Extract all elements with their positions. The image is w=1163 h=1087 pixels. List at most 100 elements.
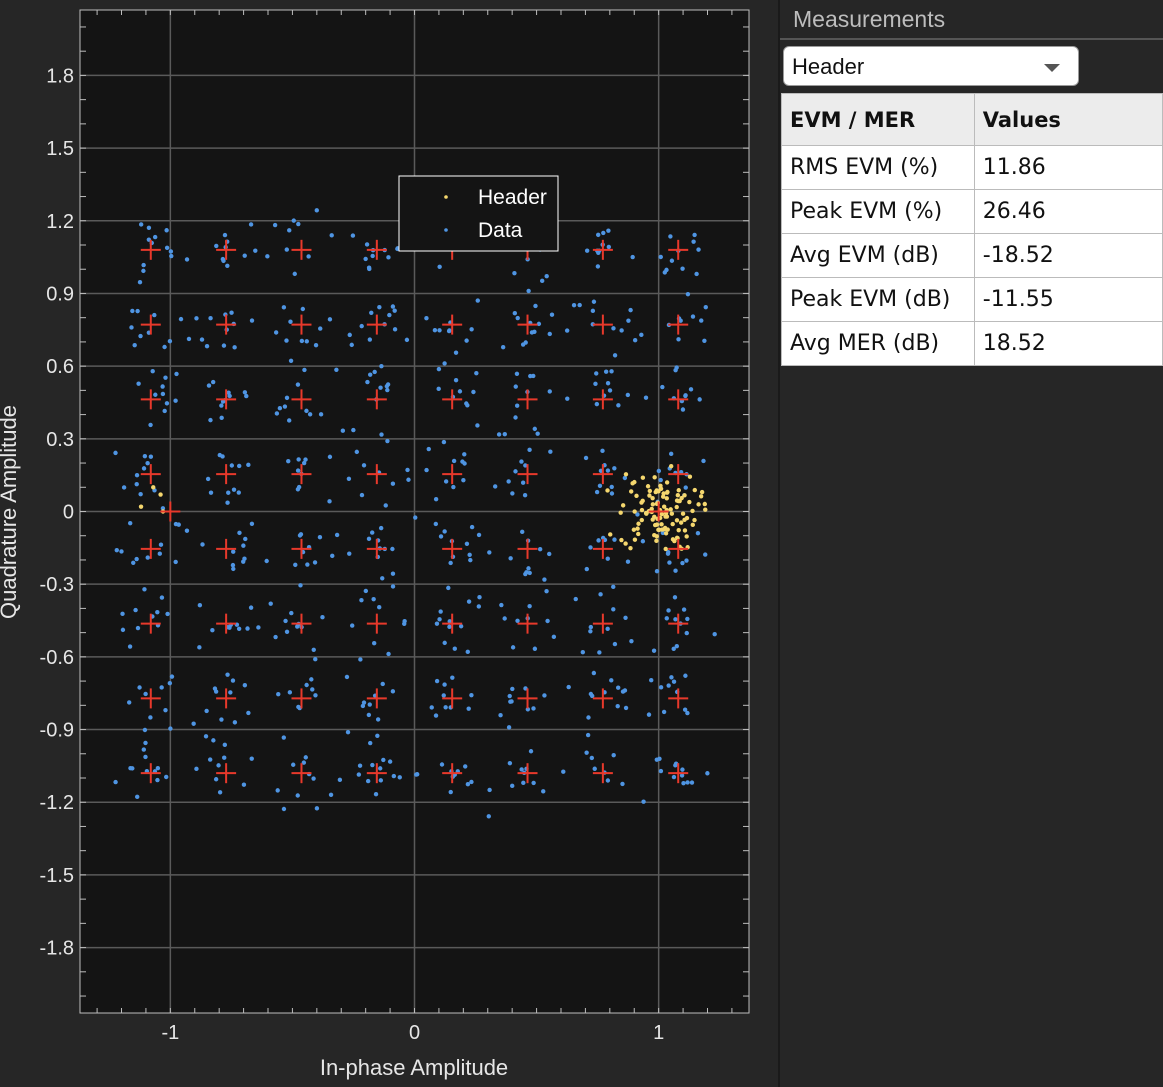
data-point bbox=[406, 477, 411, 482]
data-point bbox=[230, 678, 236, 683]
data-point bbox=[354, 449, 360, 455]
data-point bbox=[447, 624, 452, 629]
data-point bbox=[228, 690, 233, 695]
data-point bbox=[138, 222, 144, 227]
data-point bbox=[668, 451, 674, 457]
header-point bbox=[663, 546, 668, 552]
data-point bbox=[547, 551, 552, 557]
reference-marker bbox=[216, 464, 237, 485]
data-point bbox=[213, 689, 219, 694]
data-point bbox=[194, 316, 199, 321]
header-point bbox=[158, 492, 163, 497]
data-point bbox=[150, 368, 155, 374]
legend-box bbox=[398, 175, 559, 252]
data-point bbox=[366, 712, 372, 718]
data-point bbox=[368, 372, 373, 377]
header-point bbox=[654, 534, 660, 539]
data-point bbox=[520, 529, 525, 535]
data-point bbox=[519, 767, 524, 772]
data-point bbox=[345, 729, 351, 735]
reference-marker bbox=[517, 314, 538, 335]
data-point bbox=[547, 331, 552, 337]
data-point bbox=[310, 687, 315, 692]
legend[interactable]: Header Data bbox=[398, 175, 559, 252]
data-point bbox=[268, 601, 273, 606]
reference-marker bbox=[140, 314, 161, 335]
data-point bbox=[307, 412, 313, 417]
header-point bbox=[659, 522, 664, 527]
data-point bbox=[654, 569, 660, 574]
data-point bbox=[160, 391, 166, 397]
reference-constellation bbox=[140, 239, 689, 784]
data-point bbox=[681, 607, 687, 612]
header-point bbox=[608, 532, 613, 537]
data-point bbox=[304, 682, 309, 688]
data-point bbox=[390, 571, 396, 576]
column-header-evm-mer[interactable]: EVM / MER bbox=[781, 93, 975, 146]
data-point bbox=[217, 790, 223, 795]
constellation-plot: -1 0 1 1.8 1.5 1.2 0.9 0.6 0.3 0 -0.3 -0.6 -0.9 -1.2 -… bbox=[0, 9, 750, 1080]
measurement-select[interactable]: Header bbox=[783, 46, 1079, 86]
data-point bbox=[486, 814, 491, 819]
data-point bbox=[561, 769, 566, 774]
data-point bbox=[148, 715, 153, 720]
data-point bbox=[523, 340, 528, 345]
data-point bbox=[157, 551, 163, 556]
data-point bbox=[219, 415, 224, 421]
column-header-values[interactable]: Values bbox=[973, 93, 1163, 146]
header-point bbox=[690, 508, 695, 514]
data-point bbox=[683, 393, 688, 398]
data-point bbox=[615, 685, 621, 690]
y-tick-label: -0.6 bbox=[40, 647, 74, 669]
data-point bbox=[300, 306, 306, 312]
data-point bbox=[595, 264, 601, 269]
data-point bbox=[390, 304, 396, 309]
data-point bbox=[378, 766, 383, 771]
data-point bbox=[378, 778, 384, 783]
reference-marker bbox=[366, 239, 387, 260]
data-point bbox=[596, 538, 601, 543]
data-point bbox=[327, 317, 333, 322]
data-point bbox=[671, 679, 677, 684]
data-point bbox=[468, 557, 473, 563]
metric-value: 26.46 bbox=[973, 189, 1163, 234]
metric-name: Peak EVM (%) bbox=[781, 189, 975, 234]
data-point bbox=[311, 776, 316, 781]
data-point bbox=[295, 382, 301, 387]
data-point bbox=[506, 725, 512, 730]
header-point bbox=[623, 541, 628, 546]
data-point bbox=[299, 338, 305, 344]
data-point bbox=[392, 327, 398, 332]
data-point bbox=[605, 468, 611, 473]
data-point bbox=[600, 448, 605, 454]
header-point bbox=[636, 521, 641, 526]
data-point bbox=[521, 780, 526, 786]
data-point bbox=[689, 780, 695, 785]
data-point bbox=[169, 674, 175, 679]
data-point bbox=[226, 490, 231, 495]
reference-marker bbox=[140, 464, 161, 485]
reference-marker bbox=[517, 688, 538, 709]
data-point bbox=[272, 222, 278, 228]
data-point bbox=[441, 693, 446, 698]
x-tick-label: 1 bbox=[653, 1022, 664, 1044]
data-point bbox=[696, 247, 701, 252]
data-point bbox=[145, 555, 150, 560]
data-point bbox=[612, 353, 618, 358]
y-tick-label: 1.2 bbox=[46, 211, 74, 233]
reference-marker bbox=[216, 314, 237, 335]
reference-marker bbox=[517, 763, 538, 784]
header-point bbox=[649, 506, 654, 512]
data-point bbox=[385, 438, 390, 444]
data-point bbox=[666, 608, 671, 613]
data-point bbox=[351, 427, 356, 433]
data-point bbox=[469, 779, 474, 785]
data-point bbox=[671, 646, 676, 652]
header-point bbox=[675, 493, 681, 498]
panel-divider[interactable] bbox=[778, 0, 780, 1087]
reference-marker bbox=[216, 538, 237, 559]
data-point bbox=[379, 432, 384, 437]
data-point bbox=[164, 245, 170, 251]
data-point bbox=[199, 337, 205, 342]
legend-label-header: Header bbox=[478, 186, 547, 209]
